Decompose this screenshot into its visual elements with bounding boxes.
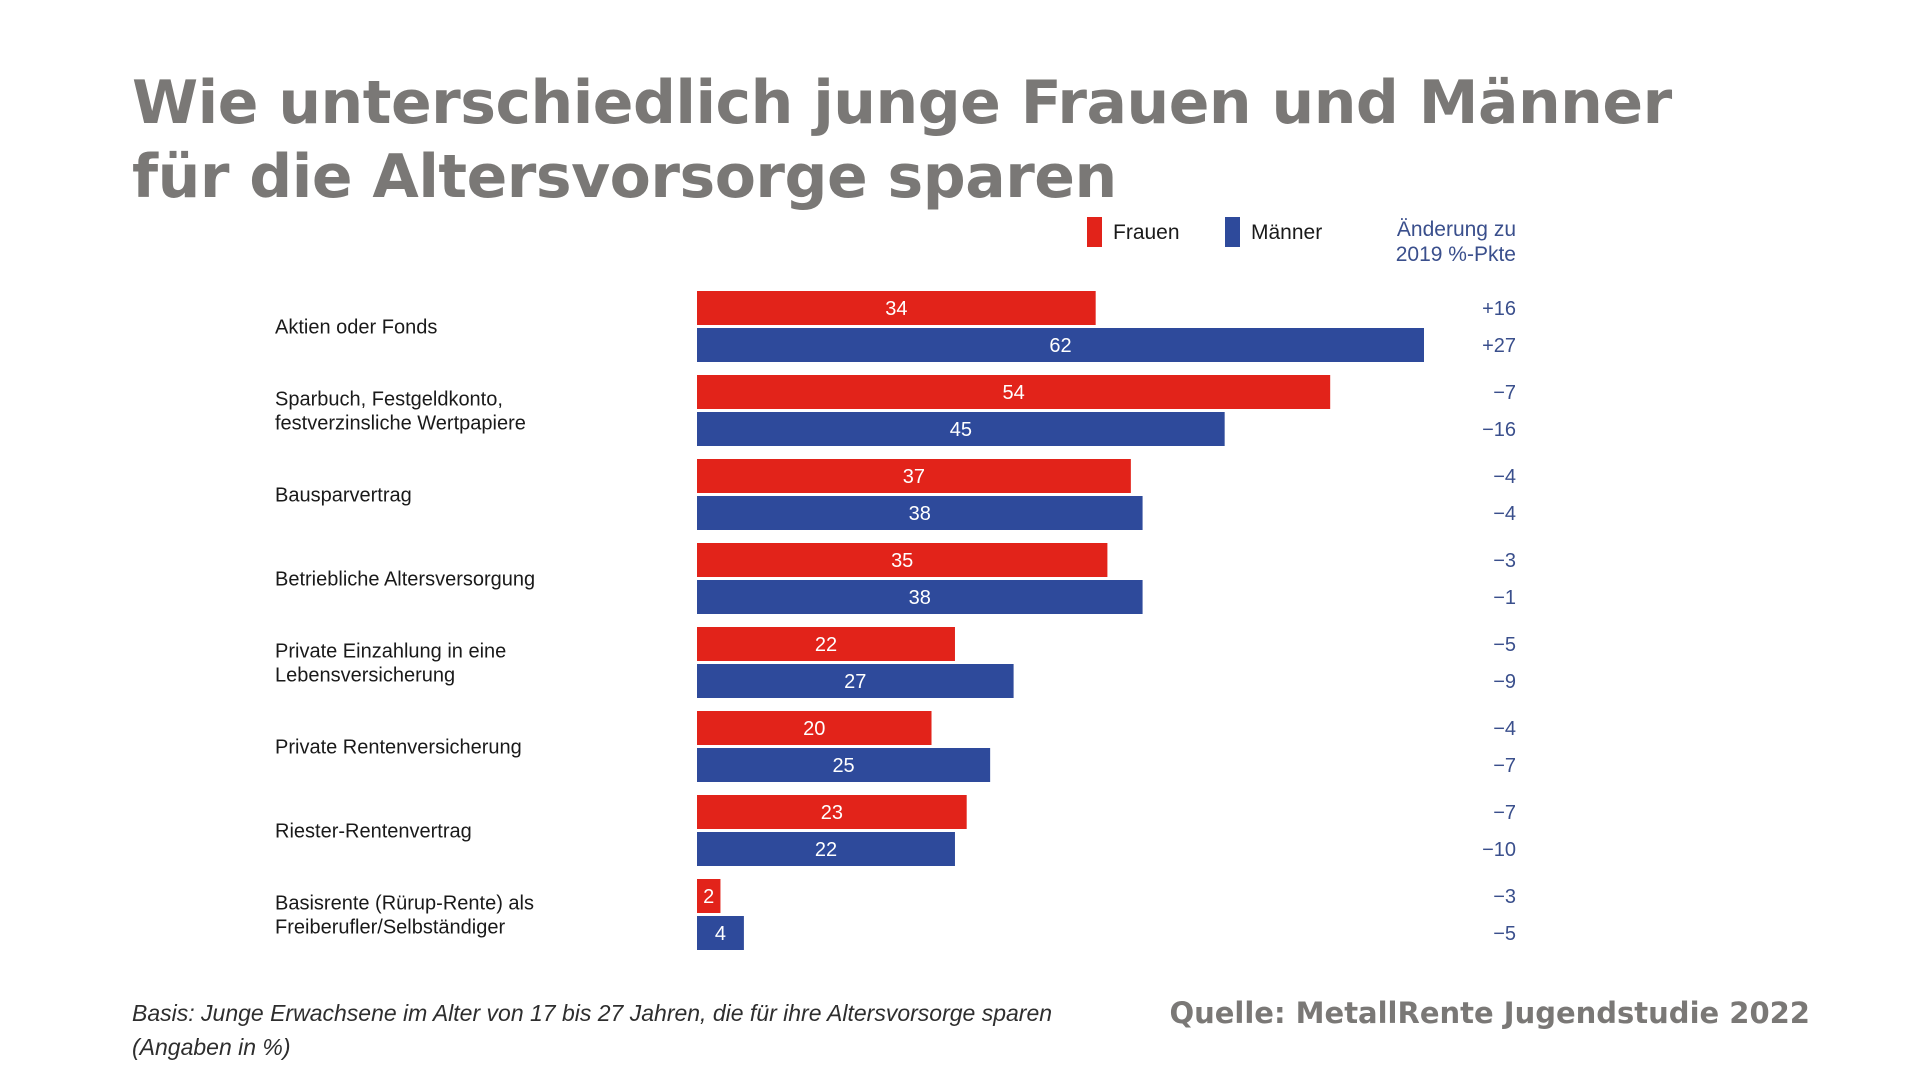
footnote-basis: Basis: Junge Erwachsene im Alter von 17 …: [132, 1000, 1053, 1026]
change-header-line-2: 2019 %-Pkte: [1396, 243, 1516, 266]
bar-frauen: [697, 459, 1131, 493]
footnote: Basis: Junge Erwachsene im Alter von 17 …: [132, 996, 1172, 1064]
change-value: −9: [1493, 671, 1516, 693]
bar-maenner: [697, 496, 1143, 530]
bar-maenner: [697, 748, 991, 782]
bar-value-label: 34: [885, 298, 907, 320]
change-value: +27: [1482, 335, 1516, 357]
bar-frauen: [697, 543, 1108, 577]
bar-frauen: [697, 375, 1331, 409]
category-label: Aktien oder Fonds: [275, 317, 437, 339]
title-line-1: Wie unterschiedlich junge Frauen und Män…: [132, 68, 1672, 138]
change-value: −3: [1493, 886, 1516, 908]
change-value: −4: [1493, 466, 1516, 488]
category-label: Betriebliche Altersversorgung: [275, 569, 535, 591]
bar-value-label: 35: [891, 550, 913, 572]
bar-value-label: 38: [909, 587, 931, 609]
category-label: festverzinsliche Wertpapiere: [275, 413, 526, 435]
bar-value-label: 45: [950, 419, 972, 441]
category-label: Bausparvertrag: [275, 485, 412, 507]
title-line-2: für die Altersvorsorge sparen: [132, 142, 1117, 212]
legend-swatch-maenner: [1225, 217, 1240, 247]
plot-area: Aktien oder Fonds 34 +16 62 +27 Sparbuch, Fes…: [275, 291, 1516, 950]
bar-maenner: [697, 412, 1225, 446]
category-label: Basisrente (Rürup-Rente) als: [275, 893, 534, 915]
category-label: Sparbuch, Festgeldkonto,: [275, 389, 503, 411]
bar-value-label: 4: [715, 923, 726, 945]
change-value: +16: [1482, 298, 1516, 320]
legend-label-maenner: Männer: [1251, 221, 1322, 244]
change-header-line-1: Änderung zu: [1397, 218, 1516, 241]
change-value: −10: [1482, 839, 1516, 861]
legend: Frauen Männer Änderung zu 2019 %-Pkte: [1087, 217, 1516, 266]
chart-title: Wie unterschiedlich junge Frauen und Män…: [132, 66, 1832, 214]
legend-swatch-frauen: [1087, 217, 1102, 247]
bar-value-label: 27: [844, 671, 866, 693]
bar-maenner: [697, 664, 1014, 698]
category-label: Freiberufler/Selbständiger: [275, 917, 505, 939]
category-label: Private Rentenversicherung: [275, 737, 522, 759]
change-value: −7: [1493, 382, 1516, 404]
bar-value-label: 25: [832, 755, 854, 777]
bar-value-label: 22: [815, 634, 837, 656]
bar-maenner: [697, 916, 744, 950]
footnote-unit: (Angaben in %): [132, 1034, 291, 1060]
bar-maenner: [697, 328, 1424, 362]
bar-value-label: 62: [1049, 335, 1071, 357]
bar-maenner: [697, 832, 955, 866]
source-credit: Quelle: MetallRente Jugendstudie 2022: [1169, 996, 1810, 1030]
change-value: −5: [1493, 634, 1516, 656]
change-value: −4: [1493, 718, 1516, 740]
category-label: Riester-Rentenvertrag: [275, 821, 472, 843]
bar-frauen: [697, 711, 932, 745]
change-value: −4: [1493, 503, 1516, 525]
legend-label-frauen: Frauen: [1113, 221, 1180, 244]
change-value: −16: [1482, 419, 1516, 441]
bar-frauen: [697, 795, 967, 829]
bar-frauen: [697, 627, 955, 661]
bar-frauen: [697, 879, 721, 913]
bar-maenner: [697, 580, 1143, 614]
change-value: −5: [1493, 923, 1516, 945]
bar-value-label: 2: [703, 886, 714, 908]
bar-frauen: [697, 291, 1096, 325]
change-value: −1: [1493, 587, 1516, 609]
bar-value-label: 23: [821, 802, 843, 824]
change-value: −3: [1493, 550, 1516, 572]
bar-value-label: 20: [803, 718, 825, 740]
bar-value-label: 38: [909, 503, 931, 525]
bar-value-label: 37: [903, 466, 925, 488]
category-label: Lebensversicherung: [275, 665, 455, 687]
bar-value-label: 54: [1002, 382, 1024, 404]
change-value: −7: [1493, 802, 1516, 824]
change-value: −7: [1493, 755, 1516, 777]
bar-value-label: 22: [815, 839, 837, 861]
category-label: Private Einzahlung in eine: [275, 641, 506, 663]
